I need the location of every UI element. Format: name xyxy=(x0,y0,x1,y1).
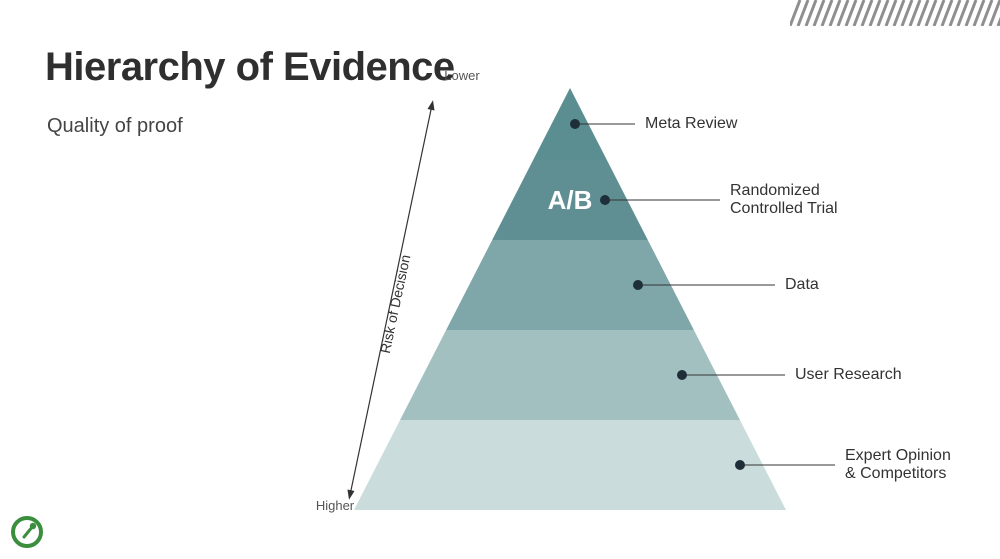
pyramid-level-4 xyxy=(354,420,786,510)
level-label-1: RandomizedControlled Trial xyxy=(730,182,838,217)
level-label-0: Meta Review xyxy=(645,115,738,132)
level-label-4: Expert Opinion& Competitors xyxy=(845,447,951,482)
level-label-3: User Research xyxy=(795,366,902,383)
level-dot-4 xyxy=(735,460,745,470)
brand-logo-icon xyxy=(10,515,44,549)
risk-axis-label: Risk of Decision xyxy=(377,253,414,355)
level-label-2: Data xyxy=(785,276,819,293)
axis-end-lower: Lower xyxy=(444,68,480,83)
slide: Hierarchy of Evidence Quality of proof A… xyxy=(0,0,1000,559)
pyramid-inner-text-1: A/B xyxy=(548,185,593,215)
level-dot-0 xyxy=(570,119,580,129)
pyramid-diagram: A/B Meta Review RandomizedControlled Tria… xyxy=(0,0,1000,559)
level-dot-3 xyxy=(677,370,687,380)
level-dot-1 xyxy=(600,195,610,205)
axis-end-higher: Higher xyxy=(316,498,355,513)
level-dot-2 xyxy=(633,280,643,290)
